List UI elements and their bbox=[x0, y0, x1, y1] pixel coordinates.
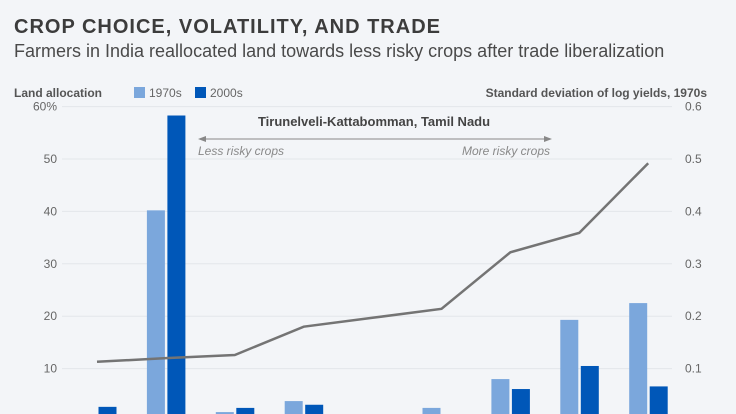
bar-2000s bbox=[305, 404, 324, 414]
left-tick-label: 40 bbox=[44, 204, 58, 218]
bar-1970s bbox=[422, 407, 441, 414]
legend-label-1970s: 1970s bbox=[149, 86, 182, 100]
arrow-left-icon bbox=[198, 136, 206, 142]
volatility-line bbox=[96, 162, 650, 364]
bar-2000s bbox=[98, 406, 117, 414]
arrow-right-icon bbox=[544, 136, 552, 142]
less-risky-label: Less risky crops bbox=[198, 144, 284, 158]
left-tick-label: 60% bbox=[33, 100, 57, 114]
right-tick-label: 0.2 bbox=[685, 309, 702, 323]
bar-2000s bbox=[580, 365, 599, 414]
bar-1970s bbox=[629, 303, 648, 414]
region-annotation: Tirunelveli-Kattabomman, Tamil Nadu bbox=[258, 114, 490, 129]
more-risky-label: More risky crops bbox=[462, 144, 550, 158]
bar-2000s bbox=[649, 386, 668, 414]
right-tick-label: 0.5 bbox=[685, 152, 702, 166]
left-tick-label: 20 bbox=[44, 309, 58, 323]
bar-1970s bbox=[284, 401, 303, 414]
right-tick-label: 0.3 bbox=[685, 257, 702, 271]
bar-1970s bbox=[215, 412, 234, 414]
chart-title: CROP CHOICE, VOLATILITY, AND TRADE bbox=[14, 16, 441, 38]
bar-1970s bbox=[560, 319, 579, 414]
left-tick-label: 50 bbox=[44, 152, 58, 166]
left-axis-label: Land allocation bbox=[14, 86, 102, 100]
legend-swatch-1970s bbox=[134, 87, 145, 98]
bar-1970s bbox=[491, 379, 510, 414]
legend-label-2000s: 2000s bbox=[210, 86, 243, 100]
legend-swatch-2000s bbox=[195, 87, 206, 98]
bar-1970s bbox=[146, 210, 165, 414]
chart-subtitle: Farmers in India reallocated land toward… bbox=[14, 41, 665, 61]
right-tick-label: 0.4 bbox=[685, 204, 702, 218]
right-axis-label: Standard deviation of log yields, 1970s bbox=[486, 86, 708, 100]
left-tick-label: 30 bbox=[44, 257, 58, 271]
right-tick-label: 0.6 bbox=[685, 100, 702, 114]
left-tick-label: 10 bbox=[44, 362, 58, 376]
right-tick-label: 0.1 bbox=[685, 362, 702, 376]
bar-2000s bbox=[167, 115, 186, 414]
bar-2000s bbox=[236, 407, 255, 414]
bar-2000s bbox=[511, 389, 530, 414]
